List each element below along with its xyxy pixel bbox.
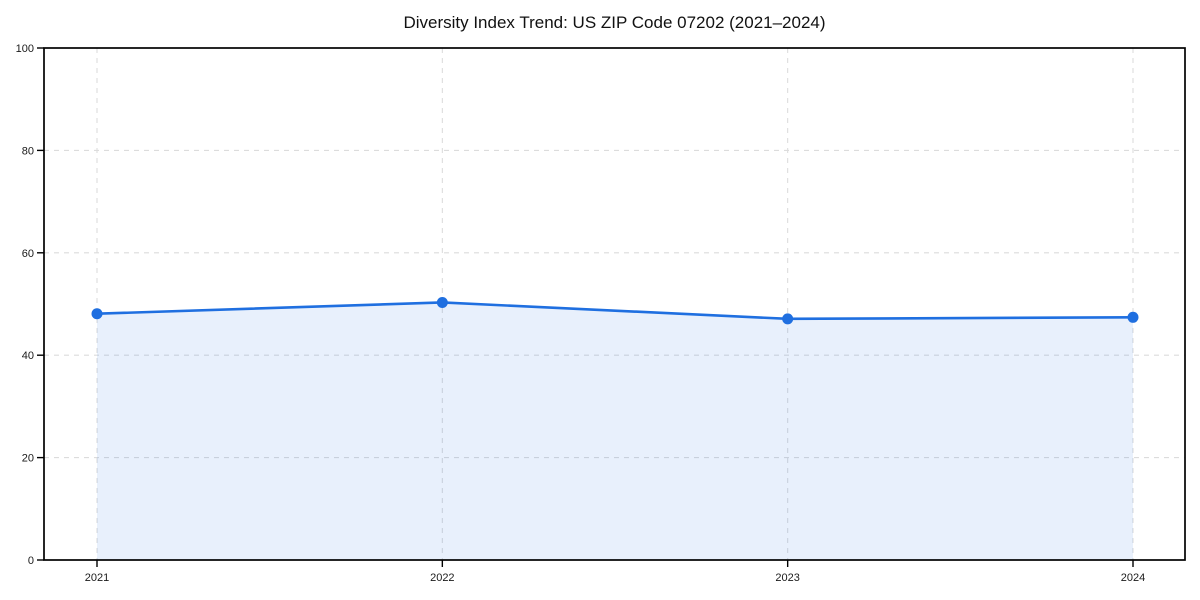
data-point <box>1127 311 1139 323</box>
data-point <box>782 313 794 325</box>
x-tick-label: 2022 <box>430 572 454 584</box>
y-tick-label: 80 <box>22 145 34 157</box>
trend-line <box>95 301 1135 321</box>
area-fill <box>97 302 1133 560</box>
x-tick-label: 2023 <box>775 572 799 584</box>
x-tick-label: 2024 <box>1121 572 1145 584</box>
x-tick-label: 2021 <box>85 572 109 584</box>
y-tick-label: 20 <box>22 453 34 465</box>
y-tick-label: 0 <box>28 555 34 567</box>
y-tick-label: 40 <box>22 350 34 362</box>
y-tick-label: 100 <box>16 43 34 55</box>
chart-title: Diversity Index Trend: US ZIP Code 07202… <box>403 13 826 32</box>
data-point <box>436 296 448 308</box>
data-point <box>91 308 103 320</box>
plot-border <box>43 47 1186 561</box>
y-tick-label: 60 <box>22 248 34 260</box>
